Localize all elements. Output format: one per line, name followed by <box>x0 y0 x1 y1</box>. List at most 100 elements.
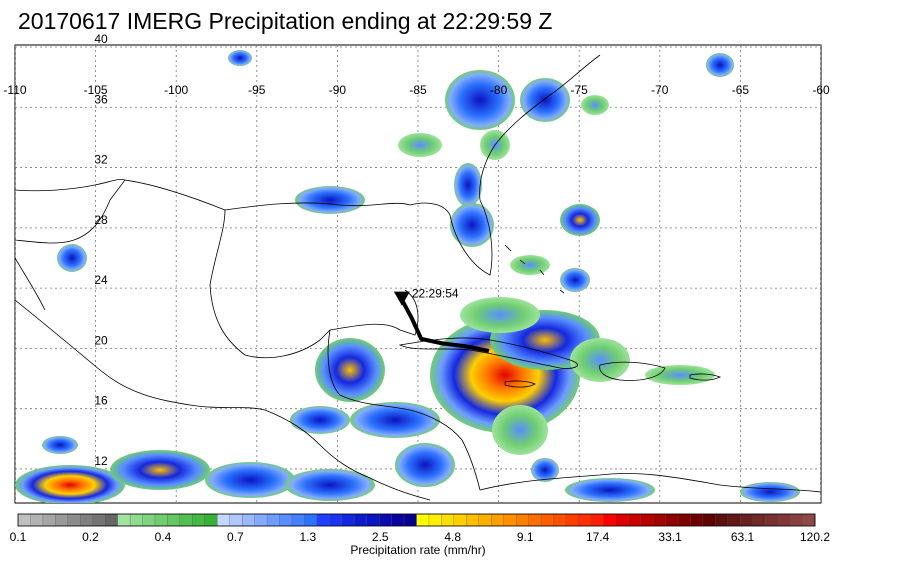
lon-tick-label: -85 <box>409 83 427 97</box>
colorbar-swatch <box>690 513 704 527</box>
colorbar-swatch <box>242 513 256 527</box>
colorbar-swatch <box>740 513 754 527</box>
colorbar-swatch <box>715 513 729 527</box>
colorbar-swatch <box>752 513 766 527</box>
colorbar-swatch <box>677 513 691 527</box>
colorbar-swatch <box>366 513 380 527</box>
lat-tick-label: 36 <box>94 92 108 106</box>
colorbar-swatch <box>503 513 517 527</box>
colorbar-swatch <box>441 513 455 527</box>
lon-tick-label: -65 <box>732 83 750 97</box>
precip-cell <box>395 443 455 487</box>
latitude-labels: 40 36 32 28 24 20 16 12 <box>94 32 108 468</box>
colorbar-swatch <box>578 513 592 527</box>
satellite-track <box>393 291 490 353</box>
colorbar-swatch <box>316 513 330 527</box>
central-america-coast <box>327 329 481 491</box>
precip-cell <box>42 436 78 454</box>
lat-tick-label: 16 <box>94 394 108 408</box>
colorbar-swatch <box>67 513 81 527</box>
lon-tick-label: -95 <box>248 83 266 97</box>
precip-cell <box>290 406 350 434</box>
precip-cell <box>398 133 442 157</box>
precip-cell <box>228 50 252 66</box>
colorbar-swatch <box>765 513 779 527</box>
colorbar-swatch <box>129 513 143 527</box>
colorbar-tick-label: 0.2 <box>82 530 99 544</box>
lat-tick-label: 24 <box>94 273 108 287</box>
colorbar-swatch <box>603 513 617 527</box>
colorbar-swatch <box>117 513 131 527</box>
precip-cell <box>492 405 548 455</box>
colorbar-swatch <box>304 513 318 527</box>
colorbar-swatch <box>329 513 343 527</box>
precip-cell <box>570 338 630 382</box>
colorbar-swatch <box>341 513 355 527</box>
precip-cell <box>445 70 515 130</box>
lat-tick-label: 28 <box>94 213 108 227</box>
colorbar <box>17 513 816 527</box>
colorbar-tick-label: 2.5 <box>372 530 389 544</box>
colorbar-tick-label: 9.1 <box>517 530 534 544</box>
colorbar-swatch <box>416 513 430 527</box>
colorbar-swatch <box>217 513 231 527</box>
colorbar-swatch <box>80 513 94 527</box>
colorbar-swatch <box>254 513 268 527</box>
colorbar-tick-label: 120.2 <box>800 530 830 544</box>
colorbar-swatch <box>491 513 505 527</box>
precip-cell <box>15 465 125 503</box>
colorbar-swatch <box>229 513 243 527</box>
colorbar-swatch <box>354 513 368 527</box>
colorbar-swatch <box>154 513 168 527</box>
longitude-labels: -110 -105 -100 -95 -90 -85 -80 -75 -70 -65 -60 <box>3 83 830 97</box>
colorbar-swatch <box>403 513 417 527</box>
precip-cell <box>740 482 800 502</box>
colorbar-swatch <box>802 513 816 527</box>
colorbar-swatch <box>789 513 803 527</box>
lon-tick-label: -80 <box>490 83 508 97</box>
lon-tick-label: -100 <box>164 83 188 97</box>
colorbar-tick-label: 63.1 <box>731 530 755 544</box>
colorbar-swatch <box>391 513 405 527</box>
precip-cell <box>454 163 482 207</box>
gulf-coast-mexico <box>15 179 419 359</box>
colorbar-tick-label: 0.4 <box>155 530 172 544</box>
colorbar-labels: 0.1 0.2 0.4 0.7 1.3 2.5 4.8 9.1 17.4 33.1 63.1 120.… <box>10 530 831 544</box>
colorbar-swatch <box>428 513 442 527</box>
colorbar-swatch <box>167 513 181 527</box>
pacific-coast <box>15 299 431 501</box>
bahamas <box>504 244 565 294</box>
precip-cell <box>560 268 590 292</box>
colorbar-swatch <box>528 513 542 527</box>
colorbar-swatch <box>652 513 667 527</box>
colorbar-swatch <box>279 513 293 527</box>
lon-tick-label: -110 <box>3 83 26 97</box>
precip-cell <box>450 203 494 247</box>
colorbar-swatch <box>42 513 56 527</box>
colorbar-swatch <box>628 513 642 527</box>
colorbar-swatch <box>378 513 393 527</box>
track-start-marker <box>393 291 410 306</box>
puerto-rico <box>689 373 722 381</box>
baja-coast <box>15 257 46 311</box>
us-mexico-border <box>15 179 126 192</box>
colorbar-swatch <box>777 513 791 527</box>
jamaica <box>504 380 536 388</box>
colorbar-swatch <box>453 513 467 527</box>
track-time-label: 22:29:54 <box>412 287 459 301</box>
colorbar-swatch <box>565 513 579 527</box>
colorbar-swatch <box>17 513 31 527</box>
precip-cell <box>645 365 715 385</box>
colorbar-swatch <box>179 513 193 527</box>
colorbar-swatch <box>615 513 629 527</box>
colorbar-swatch <box>727 513 741 527</box>
hispaniola <box>599 361 666 381</box>
precip-cell <box>560 204 600 236</box>
colorbar-swatch <box>553 513 567 527</box>
colorbar-tick-label: 1.3 <box>299 530 316 544</box>
coastlines <box>15 54 821 501</box>
colorbar-tick-label: 17.4 <box>586 530 610 544</box>
precip-cell <box>57 244 87 272</box>
precip-cell <box>285 469 375 501</box>
precip-cell <box>706 53 734 77</box>
